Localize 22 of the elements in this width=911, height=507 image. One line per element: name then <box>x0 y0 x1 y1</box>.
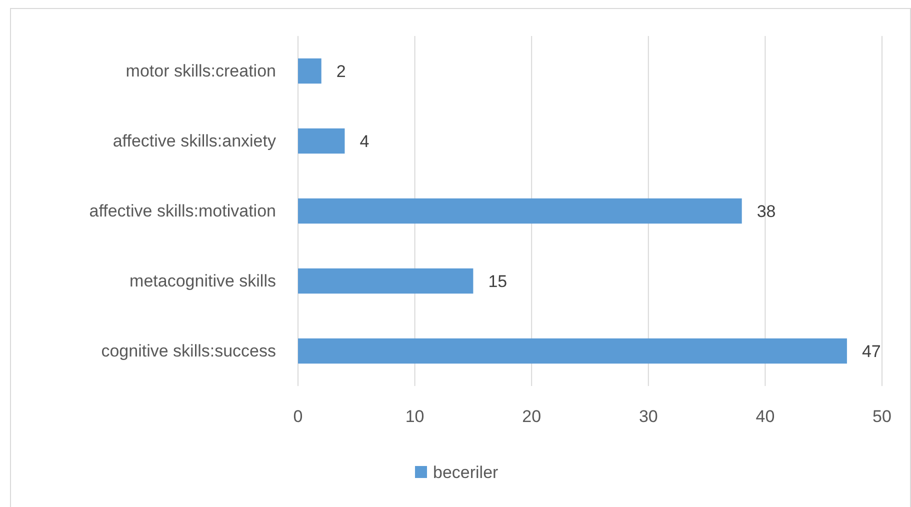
x-tick-label: 0 <box>293 407 303 426</box>
x-tick-label: 40 <box>756 407 775 426</box>
data-label: 4 <box>360 132 370 151</box>
data-label: 47 <box>862 342 881 361</box>
data-label: 15 <box>488 272 508 291</box>
x-tick-label: 50 <box>872 407 892 426</box>
y-tick-label: affective skills:motivation <box>89 201 276 220</box>
bar <box>298 268 474 294</box>
y-tick-label: motor skills:creation <box>126 61 276 80</box>
data-label: 38 <box>756 202 776 221</box>
bar <box>298 338 847 364</box>
bar <box>298 58 322 84</box>
legend-label: beceriler <box>433 462 499 482</box>
x-tick-label: 10 <box>405 407 424 426</box>
bar <box>298 198 742 224</box>
x-tick-label: 20 <box>522 407 542 426</box>
y-tick-label: affective skills:anxiety <box>112 131 276 150</box>
y-tick-label: cognitive skills:success <box>101 341 276 360</box>
bar <box>298 128 345 154</box>
data-label: 2 <box>336 62 346 81</box>
y-tick-label: metacognitive skills <box>130 271 276 290</box>
x-tick-label: 30 <box>638 407 658 426</box>
